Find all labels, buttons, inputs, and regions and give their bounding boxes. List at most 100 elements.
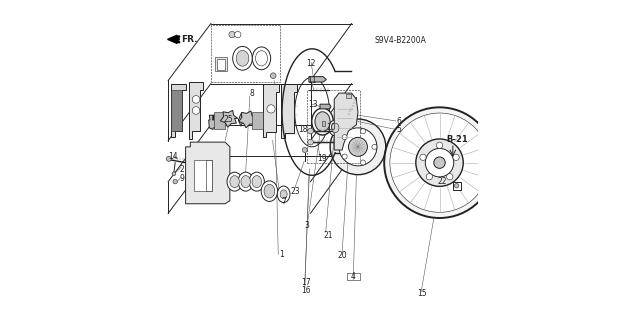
Text: 3: 3 <box>305 221 310 230</box>
Circle shape <box>360 129 365 134</box>
Circle shape <box>166 156 172 161</box>
Text: 20: 20 <box>337 251 347 260</box>
Circle shape <box>270 73 276 78</box>
Bar <box>307 90 360 163</box>
Text: 21: 21 <box>323 231 333 240</box>
Circle shape <box>447 174 453 180</box>
Circle shape <box>308 139 314 145</box>
Polygon shape <box>263 84 279 137</box>
Bar <box>193 160 212 191</box>
Bar <box>347 273 360 280</box>
Polygon shape <box>168 35 177 43</box>
Text: 8: 8 <box>250 89 255 98</box>
Ellipse shape <box>233 47 252 70</box>
Circle shape <box>192 107 200 114</box>
Ellipse shape <box>255 51 268 66</box>
Bar <box>216 59 225 70</box>
Text: 14: 14 <box>168 152 178 161</box>
Text: 23: 23 <box>291 187 301 196</box>
Circle shape <box>390 113 489 212</box>
Circle shape <box>420 154 426 160</box>
Text: B-21: B-21 <box>446 135 468 145</box>
Polygon shape <box>209 115 216 130</box>
Circle shape <box>267 105 275 113</box>
Circle shape <box>426 148 454 177</box>
Polygon shape <box>282 84 297 138</box>
Ellipse shape <box>236 50 249 66</box>
Text: 4: 4 <box>351 272 356 281</box>
Circle shape <box>302 147 307 152</box>
Ellipse shape <box>227 172 242 191</box>
Bar <box>322 121 325 126</box>
Circle shape <box>192 96 200 103</box>
Text: 1: 1 <box>279 250 284 259</box>
Bar <box>252 112 263 130</box>
Circle shape <box>434 157 445 168</box>
Ellipse shape <box>252 176 262 188</box>
Circle shape <box>173 179 177 184</box>
Text: 5: 5 <box>397 125 401 134</box>
Polygon shape <box>172 84 186 137</box>
Ellipse shape <box>252 47 271 70</box>
Circle shape <box>172 172 176 176</box>
Ellipse shape <box>329 120 342 136</box>
Bar <box>346 94 351 98</box>
Text: 25: 25 <box>223 115 233 123</box>
Ellipse shape <box>241 176 250 188</box>
Ellipse shape <box>315 112 330 131</box>
Text: 11: 11 <box>307 76 317 85</box>
Text: 18: 18 <box>298 125 308 134</box>
Text: 6: 6 <box>397 117 401 126</box>
Circle shape <box>372 144 377 149</box>
Circle shape <box>342 154 347 159</box>
Ellipse shape <box>280 190 287 199</box>
Polygon shape <box>189 82 203 139</box>
Circle shape <box>360 160 365 165</box>
Text: 9: 9 <box>179 174 184 183</box>
Circle shape <box>348 137 367 156</box>
Circle shape <box>426 174 433 180</box>
Text: 19: 19 <box>317 154 326 163</box>
Circle shape <box>454 183 459 188</box>
Polygon shape <box>239 111 256 128</box>
Polygon shape <box>309 77 326 82</box>
Bar <box>211 25 280 82</box>
Bar <box>453 182 461 189</box>
Ellipse shape <box>249 172 264 191</box>
Ellipse shape <box>261 181 278 201</box>
Circle shape <box>339 128 377 166</box>
Text: 17: 17 <box>301 278 311 287</box>
Bar <box>214 112 225 130</box>
Ellipse shape <box>277 186 290 203</box>
Polygon shape <box>186 142 230 204</box>
Bar <box>172 90 182 131</box>
Bar <box>206 160 212 191</box>
Text: 7: 7 <box>282 197 286 206</box>
Text: 2: 2 <box>179 165 184 174</box>
Text: 16: 16 <box>301 286 311 295</box>
Polygon shape <box>239 114 243 126</box>
Text: 22: 22 <box>437 176 447 186</box>
Ellipse shape <box>230 176 239 188</box>
Circle shape <box>330 119 386 175</box>
Polygon shape <box>320 104 331 109</box>
Circle shape <box>235 32 241 38</box>
Circle shape <box>384 107 495 218</box>
Text: 10: 10 <box>326 123 336 132</box>
Circle shape <box>308 128 314 134</box>
Circle shape <box>416 139 463 186</box>
Bar <box>215 57 227 71</box>
Polygon shape <box>334 93 358 150</box>
Text: 13: 13 <box>308 100 317 109</box>
Ellipse shape <box>332 123 339 133</box>
Text: 15: 15 <box>417 289 427 298</box>
Ellipse shape <box>238 172 253 191</box>
Ellipse shape <box>312 108 333 135</box>
Circle shape <box>342 135 347 140</box>
Text: S9V4-B2200A: S9V4-B2200A <box>374 36 426 45</box>
Circle shape <box>229 32 236 38</box>
Text: FR.: FR. <box>182 35 198 44</box>
Circle shape <box>436 142 443 148</box>
Ellipse shape <box>264 184 275 198</box>
Circle shape <box>453 154 460 160</box>
